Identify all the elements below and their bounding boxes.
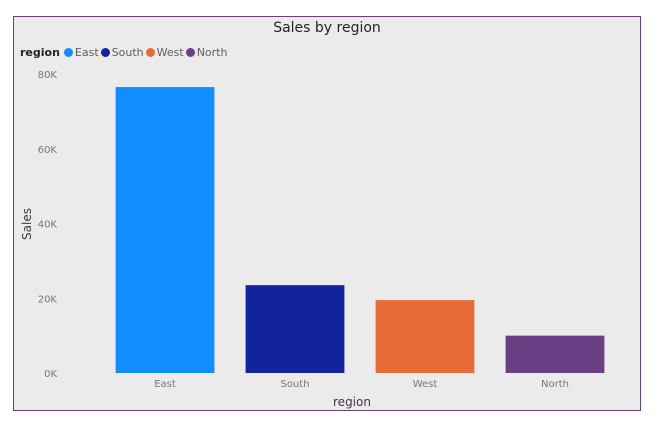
legend-item-west[interactable]: West [145, 46, 184, 59]
bar-east[interactable] [115, 87, 215, 374]
x-tick-label-south: South [280, 379, 309, 390]
y-tick-label: 80K [38, 70, 58, 81]
y-tick-label: 20K [38, 294, 58, 305]
legend-marker-north [185, 48, 195, 57]
y-axis-title: Sales [20, 208, 34, 240]
bar-north[interactable] [505, 335, 605, 373]
x-tick-label-west: West [413, 379, 438, 390]
bar-south[interactable] [245, 285, 345, 373]
bar-west[interactable] [375, 300, 475, 373]
legend-label-north: North [196, 46, 228, 59]
legend-item-south[interactable]: South [100, 46, 144, 59]
chart-legend: region East South West North [20, 46, 229, 59]
legend-marker-east [63, 48, 73, 57]
legend-item-north[interactable]: North [185, 46, 228, 59]
legend-label-east: East [74, 46, 99, 59]
legend-marker-south [100, 48, 110, 57]
y-tick-label: 60K [38, 145, 58, 156]
legend-marker-west [145, 48, 155, 57]
legend-item-east[interactable]: East [63, 46, 99, 59]
y-tick-label: 0K [44, 369, 57, 380]
x-axis-title: region [333, 395, 371, 409]
legend-title: region [20, 46, 60, 59]
legend-label-west: West [156, 46, 184, 59]
x-tick-label-north: North [541, 379, 569, 390]
chart-title: Sales by region [273, 20, 381, 36]
x-tick-label-east: East [154, 379, 176, 390]
legend-label-south: South [111, 46, 144, 59]
y-tick-label: 40K [38, 220, 58, 231]
